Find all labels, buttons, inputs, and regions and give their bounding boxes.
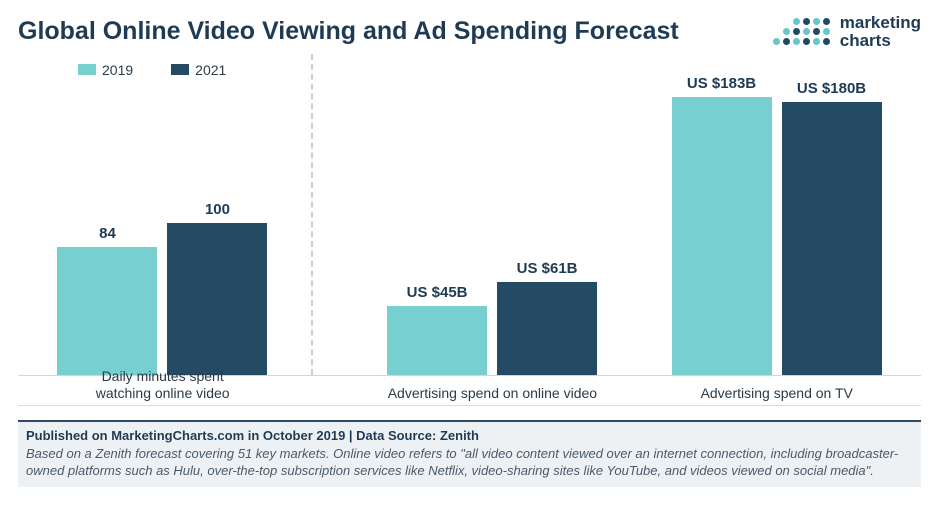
bar-label-daily_minutes-b: 100	[167, 201, 267, 218]
bar-label-daily_minutes-a: 84	[57, 225, 157, 242]
legend-label-2019: 2019	[102, 62, 133, 78]
legend-item-2019: 2019	[78, 62, 133, 78]
bar-label-ad_online_video-a: US $45B	[387, 284, 487, 301]
xlabel-ad_tv: Advertising spend on TV	[682, 385, 872, 403]
footer: Published on MarketingCharts.com in Octo…	[18, 420, 921, 488]
page-title: Global Online Video Viewing and Ad Spend…	[18, 17, 679, 46]
bar-ad_tv-a: US $183B	[672, 97, 772, 374]
chart: 2019 2021 84100US $45BUS $61BUS $183BUS …	[18, 54, 921, 406]
bar-group-daily_minutes: 84100	[57, 223, 267, 375]
legend-swatch-2019	[78, 64, 96, 75]
legend-label-2021: 2021	[195, 62, 226, 78]
logo-dots	[773, 18, 830, 45]
bar-ad_online_video-a: US $45B	[387, 306, 487, 374]
bar-label-ad_online_video-b: US $61B	[497, 260, 597, 277]
logo-text: marketing charts	[840, 14, 921, 50]
xlabel-daily_minutes: Daily minutes spentwatching online video	[68, 368, 258, 403]
logo-text-line1: marketing	[840, 14, 921, 32]
bar-label-ad_tv-b: US $180B	[782, 80, 882, 97]
bar-label-ad_tv-a: US $183B	[672, 75, 772, 92]
legend-item-2021: 2021	[171, 62, 226, 78]
bar-group-ad_tv: US $183BUS $180B	[672, 97, 882, 374]
bar-daily_minutes-b: 100	[167, 223, 267, 375]
panel-divider	[311, 54, 313, 375]
footer-note: Based on a Zenith forecast covering 51 k…	[26, 446, 913, 480]
bar-group-ad_online_video: US $45BUS $61B	[387, 282, 597, 374]
legend-swatch-2021	[171, 64, 189, 75]
logo: marketing charts	[773, 14, 921, 50]
bar-ad_online_video-b: US $61B	[497, 282, 597, 374]
plot-area: 84100US $45BUS $61BUS $183BUS $180B	[18, 88, 921, 376]
bar-ad_tv-b: US $180B	[782, 102, 882, 375]
bar-daily_minutes-a: 84	[57, 247, 157, 374]
footer-published: Published on MarketingCharts.com in Octo…	[26, 428, 913, 443]
xlabel-ad_online_video: Advertising spend on online video	[377, 385, 607, 403]
legend: 2019 2021	[78, 62, 226, 78]
logo-text-line2: charts	[840, 32, 921, 50]
header: Global Online Video Viewing and Ad Spend…	[18, 14, 921, 50]
